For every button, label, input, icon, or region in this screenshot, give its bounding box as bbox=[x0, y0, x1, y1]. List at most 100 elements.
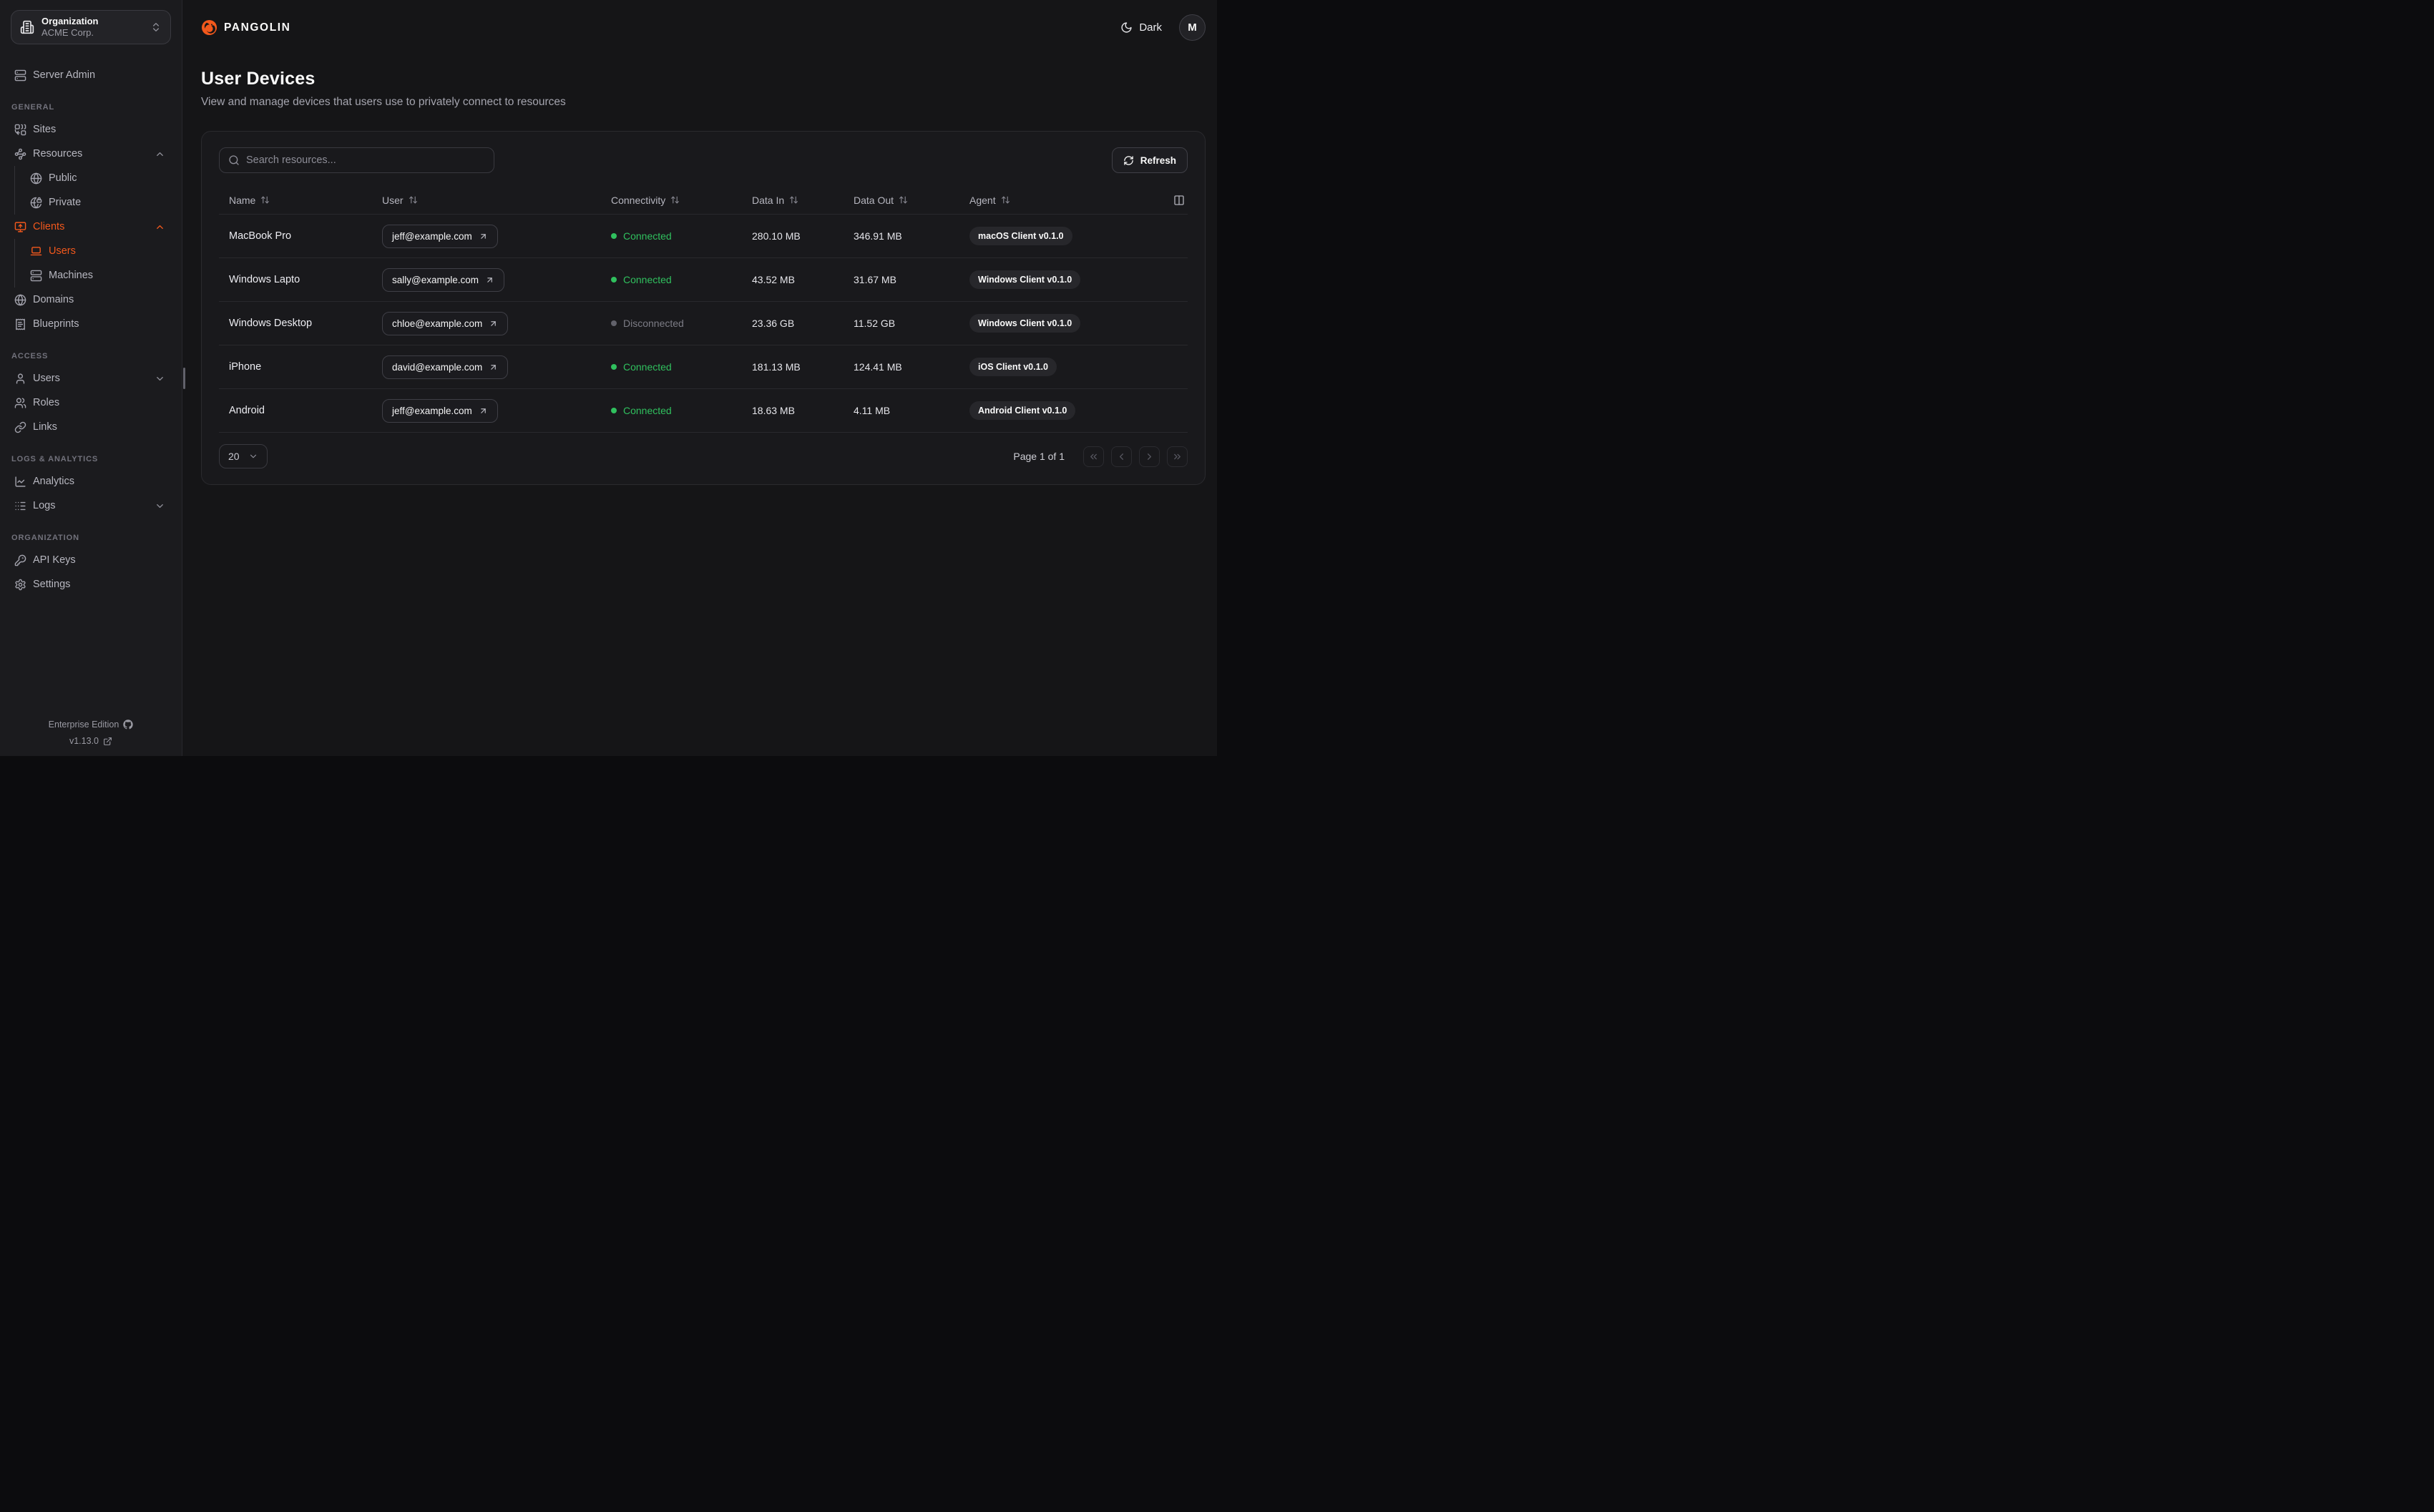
devices-table: Name User Connectivity Data In bbox=[219, 186, 1188, 433]
receipt-icon bbox=[14, 318, 26, 330]
page-indicator: Page 1 of 1 bbox=[1013, 451, 1065, 462]
sidebar-item-label: Sites bbox=[33, 124, 57, 135]
user-link[interactable]: david@example.com bbox=[382, 355, 509, 379]
server-icon bbox=[14, 69, 26, 82]
avatar[interactable]: M bbox=[1179, 14, 1206, 41]
next-page-button[interactable] bbox=[1139, 446, 1160, 467]
data-in-value: 43.52 MB bbox=[752, 274, 795, 285]
table-row: Windows Desktop chloe@example.com Discon… bbox=[219, 302, 1188, 345]
globe-lock-icon bbox=[30, 197, 42, 209]
sidebar-item-label: Roles bbox=[33, 397, 60, 408]
user-link[interactable]: jeff@example.com bbox=[382, 224, 498, 248]
edition-link[interactable]: Enterprise Edition bbox=[49, 720, 134, 730]
sidebar-item-public[interactable]: Public bbox=[30, 166, 171, 190]
arrow-up-right-icon bbox=[479, 232, 488, 241]
sidebar-item-label: Users bbox=[49, 245, 76, 257]
status-dot bbox=[611, 320, 617, 326]
device-name: iPhone bbox=[229, 361, 262, 373]
pangolin-icon bbox=[201, 19, 218, 36]
sidebar-item-label: Domains bbox=[33, 294, 74, 305]
version-label: v1.13.0 bbox=[69, 736, 99, 746]
globe-icon bbox=[14, 294, 26, 306]
user-link[interactable]: chloe@example.com bbox=[382, 311, 509, 335]
sidebar-item-clients[interactable]: Clients bbox=[11, 215, 171, 239]
columns-icon bbox=[1173, 195, 1185, 206]
chevrons-up-down-icon bbox=[150, 21, 162, 33]
sidebar-item-label: Settings bbox=[33, 579, 71, 590]
data-in-value: 280.10 MB bbox=[752, 230, 801, 242]
column-header-data-out[interactable]: Data Out bbox=[844, 195, 959, 206]
resources-icon bbox=[14, 148, 26, 160]
sidebar-item-links[interactable]: Links bbox=[11, 415, 171, 439]
main-content: PANGOLIN Dark M User Devices View and ma… bbox=[182, 0, 1217, 756]
agent-badge: iOS Client v0.1.0 bbox=[969, 358, 1057, 376]
status-dot bbox=[611, 408, 617, 413]
monitor-up-icon bbox=[14, 221, 26, 233]
chevrons-right-icon bbox=[1172, 451, 1183, 462]
sidebar-item-analytics[interactable]: Analytics bbox=[11, 469, 171, 494]
sidebar-item-logs[interactable]: Logs bbox=[11, 494, 171, 518]
theme-toggle[interactable]: Dark bbox=[1120, 21, 1162, 34]
search-input[interactable] bbox=[246, 154, 485, 166]
sidebar-item-blueprints[interactable]: Blueprints bbox=[11, 312, 171, 336]
sidebar-item-label: Analytics bbox=[33, 476, 75, 487]
org-switcher-title: Organization bbox=[41, 15, 99, 26]
sidebar-item-settings[interactable]: Settings bbox=[11, 572, 171, 597]
sidebar-item-label: Links bbox=[33, 421, 57, 433]
device-name: Android bbox=[229, 405, 265, 416]
connectivity-status: Connected bbox=[611, 361, 742, 373]
data-in-value: 18.63 MB bbox=[752, 405, 795, 416]
sidebar-item-sites[interactable]: Sites bbox=[11, 117, 171, 142]
chevron-left-icon bbox=[1116, 451, 1127, 462]
data-out-value: 346.91 MB bbox=[854, 230, 902, 242]
data-out-value: 31.67 MB bbox=[854, 274, 896, 285]
table-header-row: Name User Connectivity Data In bbox=[219, 186, 1188, 215]
refresh-button[interactable]: Refresh bbox=[1111, 147, 1188, 173]
column-header-user[interactable]: User bbox=[372, 195, 601, 206]
user-link[interactable]: jeff@example.com bbox=[382, 398, 498, 423]
clients-subgroup: Users Machines bbox=[14, 239, 171, 288]
page-size-select[interactable]: 20 bbox=[219, 444, 268, 468]
chevron-right-icon bbox=[1144, 451, 1155, 462]
sidebar-item-users-access[interactable]: Users bbox=[11, 366, 171, 391]
column-header-name[interactable]: Name bbox=[219, 195, 372, 206]
connectivity-status: Connected bbox=[611, 405, 742, 416]
status-dot bbox=[611, 233, 617, 239]
sidebar-item-roles[interactable]: Roles bbox=[11, 391, 171, 415]
agent-badge: Windows Client v0.1.0 bbox=[969, 314, 1081, 333]
sidebar-resize-handle[interactable] bbox=[183, 367, 185, 389]
sidebar-item-label: Server Admin bbox=[33, 69, 96, 81]
column-header-data-in[interactable]: Data In bbox=[742, 195, 844, 206]
external-link-icon bbox=[103, 737, 112, 746]
column-header-connectivity[interactable]: Connectivity bbox=[601, 195, 742, 206]
sidebar-item-resources[interactable]: Resources bbox=[11, 142, 171, 166]
first-page-button[interactable] bbox=[1083, 446, 1104, 467]
search-box bbox=[219, 147, 494, 173]
sidebar-item-domains[interactable]: Domains bbox=[11, 288, 171, 312]
last-page-button[interactable] bbox=[1167, 446, 1188, 467]
search-icon bbox=[228, 154, 240, 166]
refresh-label: Refresh bbox=[1140, 154, 1176, 166]
previous-page-button[interactable] bbox=[1111, 446, 1132, 467]
sort-icon bbox=[789, 195, 798, 205]
sidebar-item-api-keys[interactable]: API Keys bbox=[11, 548, 171, 572]
gear-icon bbox=[14, 579, 26, 591]
agent-badge: Android Client v0.1.0 bbox=[969, 401, 1076, 420]
sidebar-item-users-clients[interactable]: Users bbox=[30, 239, 171, 263]
brand-logo[interactable]: PANGOLIN bbox=[201, 19, 290, 36]
version-link[interactable]: v1.13.0 bbox=[69, 736, 112, 746]
sidebar-item-machines[interactable]: Machines bbox=[30, 263, 171, 288]
sidebar-item-private[interactable]: Private bbox=[30, 190, 171, 215]
org-switcher[interactable]: Organization ACME Corp. bbox=[11, 10, 171, 44]
sidebar-item-server-admin[interactable]: Server Admin bbox=[11, 63, 171, 87]
avatar-initial: M bbox=[1188, 21, 1197, 34]
table-row: Android jeff@example.com Connected 18.63… bbox=[219, 389, 1188, 433]
sidebar: Organization ACME Corp. Server Admin GEN… bbox=[0, 0, 182, 756]
column-settings-button[interactable] bbox=[1159, 195, 1188, 206]
data-in-value: 23.36 GB bbox=[752, 318, 795, 329]
sort-icon bbox=[899, 195, 908, 205]
column-header-agent[interactable]: Agent bbox=[959, 195, 1159, 206]
page-subtitle: View and manage devices that users use t… bbox=[201, 96, 566, 108]
user-link[interactable]: sally@example.com bbox=[382, 267, 504, 292]
chevron-down-icon bbox=[248, 451, 258, 461]
